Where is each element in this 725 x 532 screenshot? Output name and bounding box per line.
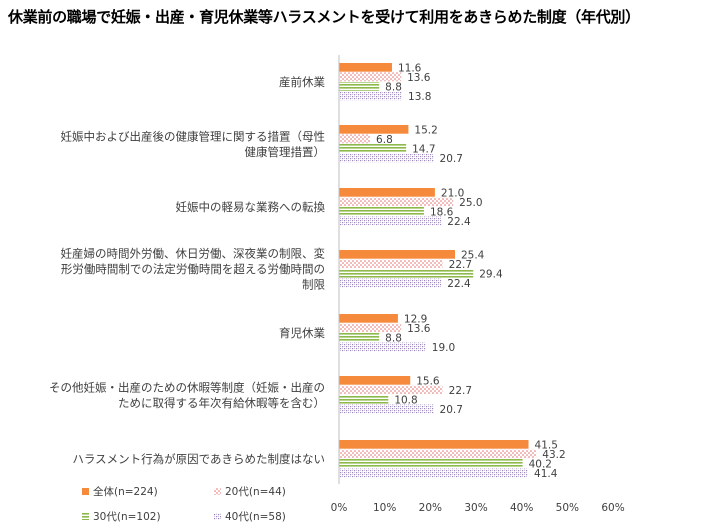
- data-label: 15.2: [414, 124, 437, 136]
- bar: [339, 250, 455, 259]
- data-label: 20.7: [440, 153, 463, 165]
- bar: [339, 323, 402, 333]
- legend-label: 40代(n=58): [225, 511, 286, 523]
- data-label: 13.8: [408, 91, 431, 103]
- bar: [339, 278, 442, 288]
- bar: [339, 82, 380, 91]
- bar: [339, 459, 523, 468]
- data-label: 8.8: [385, 332, 402, 344]
- bar: [339, 468, 529, 478]
- data-label: 19.0: [432, 342, 455, 354]
- data-label: 29.4: [479, 268, 503, 280]
- legend-label: 全体(n=224): [93, 485, 158, 498]
- bar: [339, 153, 434, 163]
- bar: [339, 342, 426, 352]
- x-tick-label: 10%: [373, 502, 396, 514]
- data-label: 25.0: [459, 197, 482, 209]
- data-label: 8.8: [385, 81, 402, 93]
- category-label: その他妊娠・出産のための休暇等制度（妊娠・出産のために取得する年次有給休暇等を含…: [49, 380, 325, 410]
- category-label: 産前休業: [279, 75, 325, 89]
- bar: [339, 125, 409, 134]
- x-tick-label: 60%: [601, 502, 624, 514]
- data-label: 11.6: [398, 62, 422, 74]
- bar: [339, 91, 403, 101]
- chart-title: 休業前の職場で妊娠・出産・育児休業等ハラスメントを受けて利用をあきらめた制度（年…: [8, 8, 640, 26]
- x-tick-label: 0%: [331, 502, 348, 514]
- legend-swatch: [214, 488, 221, 495]
- x-tick-label: 20%: [419, 502, 442, 514]
- bar: [339, 269, 474, 278]
- x-tick-label: 50%: [556, 502, 579, 514]
- bar: [339, 216, 442, 226]
- data-label: 40.2: [529, 458, 552, 470]
- bar: [339, 395, 389, 404]
- bar: [339, 144, 407, 153]
- data-label: 13.6: [407, 323, 431, 335]
- data-label: 14.7: [412, 143, 435, 155]
- category-label: 育児休業: [279, 326, 325, 340]
- bar: [339, 207, 424, 216]
- x-tick-label: 40%: [510, 502, 533, 514]
- x-tick-label: 30%: [464, 502, 487, 514]
- bar: [339, 63, 392, 72]
- legend-swatch: [82, 513, 89, 520]
- data-label: 21.0: [441, 187, 464, 199]
- bar: [339, 188, 435, 197]
- category-label: 妊産婦の時間外労働、休日労働、深夜業の制限、変形労働時間制での法定労働時間を超え…: [61, 247, 326, 292]
- bar: [339, 134, 371, 144]
- data-label: 25.4: [461, 249, 485, 261]
- category-label: 妊娠中および出産後の健康管理に関する措置（母性健康管理措置）: [61, 129, 326, 159]
- bar: [339, 376, 411, 385]
- bar: [339, 440, 529, 449]
- bar: [339, 259, 443, 269]
- data-label: 22.7: [449, 259, 472, 271]
- data-label: 43.2: [542, 449, 565, 461]
- bar: [339, 333, 380, 342]
- data-label: 12.9: [404, 313, 427, 325]
- bar: [339, 385, 443, 395]
- legend-swatch: [82, 488, 89, 495]
- bar: [339, 404, 434, 414]
- data-label: 22.4: [447, 278, 471, 290]
- data-label: 13.6: [407, 72, 431, 84]
- data-label: 22.7: [449, 385, 472, 397]
- data-label: 10.8: [394, 394, 417, 406]
- data-label: 41.5: [535, 439, 558, 451]
- data-label: 6.8: [376, 134, 393, 146]
- data-label: 20.7: [440, 404, 463, 416]
- bar: [339, 197, 454, 207]
- legend-swatch: [214, 513, 221, 520]
- bar: [339, 72, 402, 82]
- legend-label: 20代(n=44): [225, 486, 286, 498]
- data-label: 22.4: [447, 216, 471, 228]
- data-label: 15.6: [416, 375, 440, 387]
- category-label: ハラスメント行為が原因であきらめた制度はない: [72, 452, 325, 466]
- data-label: 41.4: [534, 468, 558, 480]
- data-label: 18.6: [430, 206, 454, 218]
- legend-label: 30代(n=102): [93, 511, 161, 523]
- category-label: 妊娠中の軽易な業務への転換: [176, 200, 326, 214]
- bar: [339, 314, 398, 323]
- bar: [339, 449, 537, 459]
